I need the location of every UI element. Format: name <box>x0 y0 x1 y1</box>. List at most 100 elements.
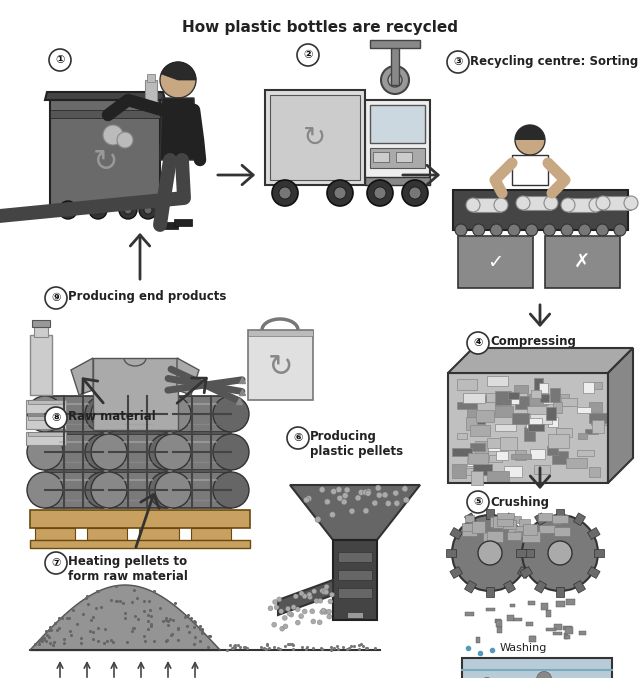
Bar <box>373 152 389 162</box>
Polygon shape <box>486 587 494 597</box>
Bar <box>109 396 167 432</box>
Circle shape <box>349 508 355 514</box>
Circle shape <box>328 599 333 604</box>
Text: Washing: Washing <box>500 643 547 653</box>
Bar <box>577 450 594 456</box>
Text: Heating pellets to
form raw material: Heating pellets to form raw material <box>68 555 188 583</box>
Circle shape <box>45 552 67 574</box>
Circle shape <box>272 622 276 627</box>
Bar <box>526 418 541 428</box>
Circle shape <box>85 472 121 508</box>
Circle shape <box>295 620 300 625</box>
Bar <box>473 464 492 475</box>
Circle shape <box>64 206 72 214</box>
Bar <box>475 441 488 455</box>
Circle shape <box>268 606 273 611</box>
Bar <box>248 330 313 336</box>
Wedge shape <box>515 125 545 140</box>
Circle shape <box>291 605 296 610</box>
Circle shape <box>289 612 294 617</box>
Bar <box>583 382 594 393</box>
Text: ⑦: ⑦ <box>51 558 61 568</box>
Bar <box>26 416 66 429</box>
Bar <box>548 434 569 447</box>
Bar <box>487 439 506 448</box>
Bar <box>527 424 545 431</box>
Bar <box>338 588 372 598</box>
Circle shape <box>525 224 538 236</box>
Polygon shape <box>588 527 600 540</box>
Bar <box>471 471 483 485</box>
Bar <box>173 396 231 432</box>
Bar <box>523 196 551 210</box>
Polygon shape <box>486 509 494 519</box>
Bar <box>511 454 531 458</box>
Circle shape <box>303 497 310 503</box>
Text: Crushing: Crushing <box>490 496 549 509</box>
Bar <box>457 433 467 439</box>
Circle shape <box>516 196 530 210</box>
Bar <box>559 398 577 406</box>
Bar <box>468 453 488 464</box>
Circle shape <box>302 594 307 599</box>
Bar <box>496 620 502 627</box>
Bar <box>552 515 568 523</box>
Bar <box>462 524 477 536</box>
Polygon shape <box>573 580 586 593</box>
Polygon shape <box>516 549 526 557</box>
Circle shape <box>365 489 371 495</box>
Circle shape <box>160 62 196 98</box>
Bar <box>515 450 526 460</box>
Bar <box>568 198 596 212</box>
Bar <box>463 394 471 402</box>
Circle shape <box>311 619 316 624</box>
Text: How plastic bottles are recycled: How plastic bottles are recycled <box>182 20 458 35</box>
Bar <box>453 190 628 230</box>
Bar <box>495 424 516 431</box>
Bar <box>539 383 548 393</box>
Bar <box>556 601 565 607</box>
Circle shape <box>466 198 480 212</box>
Bar <box>592 420 604 433</box>
Circle shape <box>94 206 102 214</box>
Bar <box>174 219 192 226</box>
Bar <box>603 196 631 210</box>
Circle shape <box>315 517 321 523</box>
Bar <box>476 410 494 422</box>
Circle shape <box>321 608 326 613</box>
Bar <box>370 148 425 168</box>
Circle shape <box>299 614 303 619</box>
Bar <box>545 236 620 288</box>
Circle shape <box>297 44 319 66</box>
Circle shape <box>537 671 552 678</box>
Text: ↻: ↻ <box>303 123 326 151</box>
Bar <box>466 417 477 431</box>
Circle shape <box>149 396 185 432</box>
Circle shape <box>367 180 393 206</box>
Circle shape <box>393 490 399 496</box>
Bar <box>553 517 561 523</box>
Circle shape <box>273 599 278 605</box>
Polygon shape <box>594 549 604 557</box>
Circle shape <box>342 493 348 498</box>
Polygon shape <box>520 567 532 578</box>
Circle shape <box>324 584 329 589</box>
Bar <box>467 458 483 466</box>
Bar <box>265 90 365 185</box>
Bar <box>365 100 430 185</box>
Polygon shape <box>518 527 530 540</box>
Bar <box>333 540 377 620</box>
Circle shape <box>494 198 508 212</box>
Text: ↻: ↻ <box>268 353 292 382</box>
Circle shape <box>295 607 300 612</box>
Circle shape <box>124 206 132 214</box>
Bar <box>548 417 557 426</box>
Bar <box>474 396 490 405</box>
Bar <box>476 404 492 413</box>
Circle shape <box>45 407 67 429</box>
Bar <box>540 394 548 402</box>
Circle shape <box>317 620 322 625</box>
Bar <box>50 100 160 205</box>
Bar <box>526 622 533 626</box>
Circle shape <box>149 472 185 508</box>
